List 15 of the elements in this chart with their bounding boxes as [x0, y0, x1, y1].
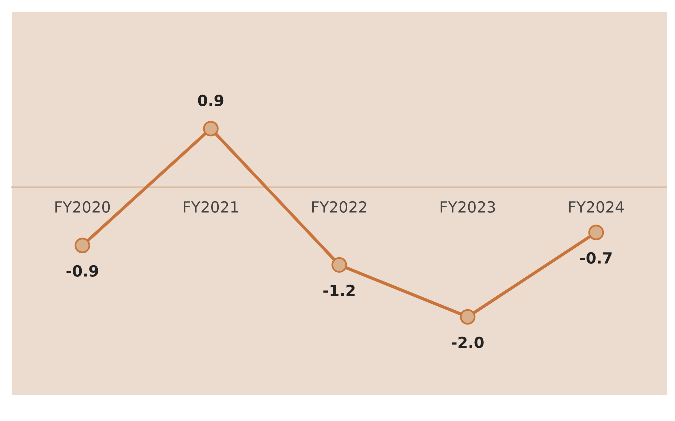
data-label: -0.7: [580, 252, 612, 264]
x-tick-label: FY2023: [440, 201, 496, 213]
point: [332, 257, 348, 273]
x-tick-label: FY2022: [312, 201, 366, 213]
point: [203, 121, 219, 137]
x-tick-label: FY2024: [569, 201, 624, 213]
point: [460, 309, 476, 325]
data-label: 0.9: [198, 94, 224, 106]
data-label: -2.0: [452, 336, 484, 348]
x-tick-label: FY2020: [56, 201, 110, 213]
data-label: -0.9: [66, 265, 98, 277]
x-tick-label: FY2021: [184, 201, 238, 213]
point: [74, 238, 90, 254]
point: [588, 224, 604, 240]
data-label: -1.2: [324, 284, 355, 296]
